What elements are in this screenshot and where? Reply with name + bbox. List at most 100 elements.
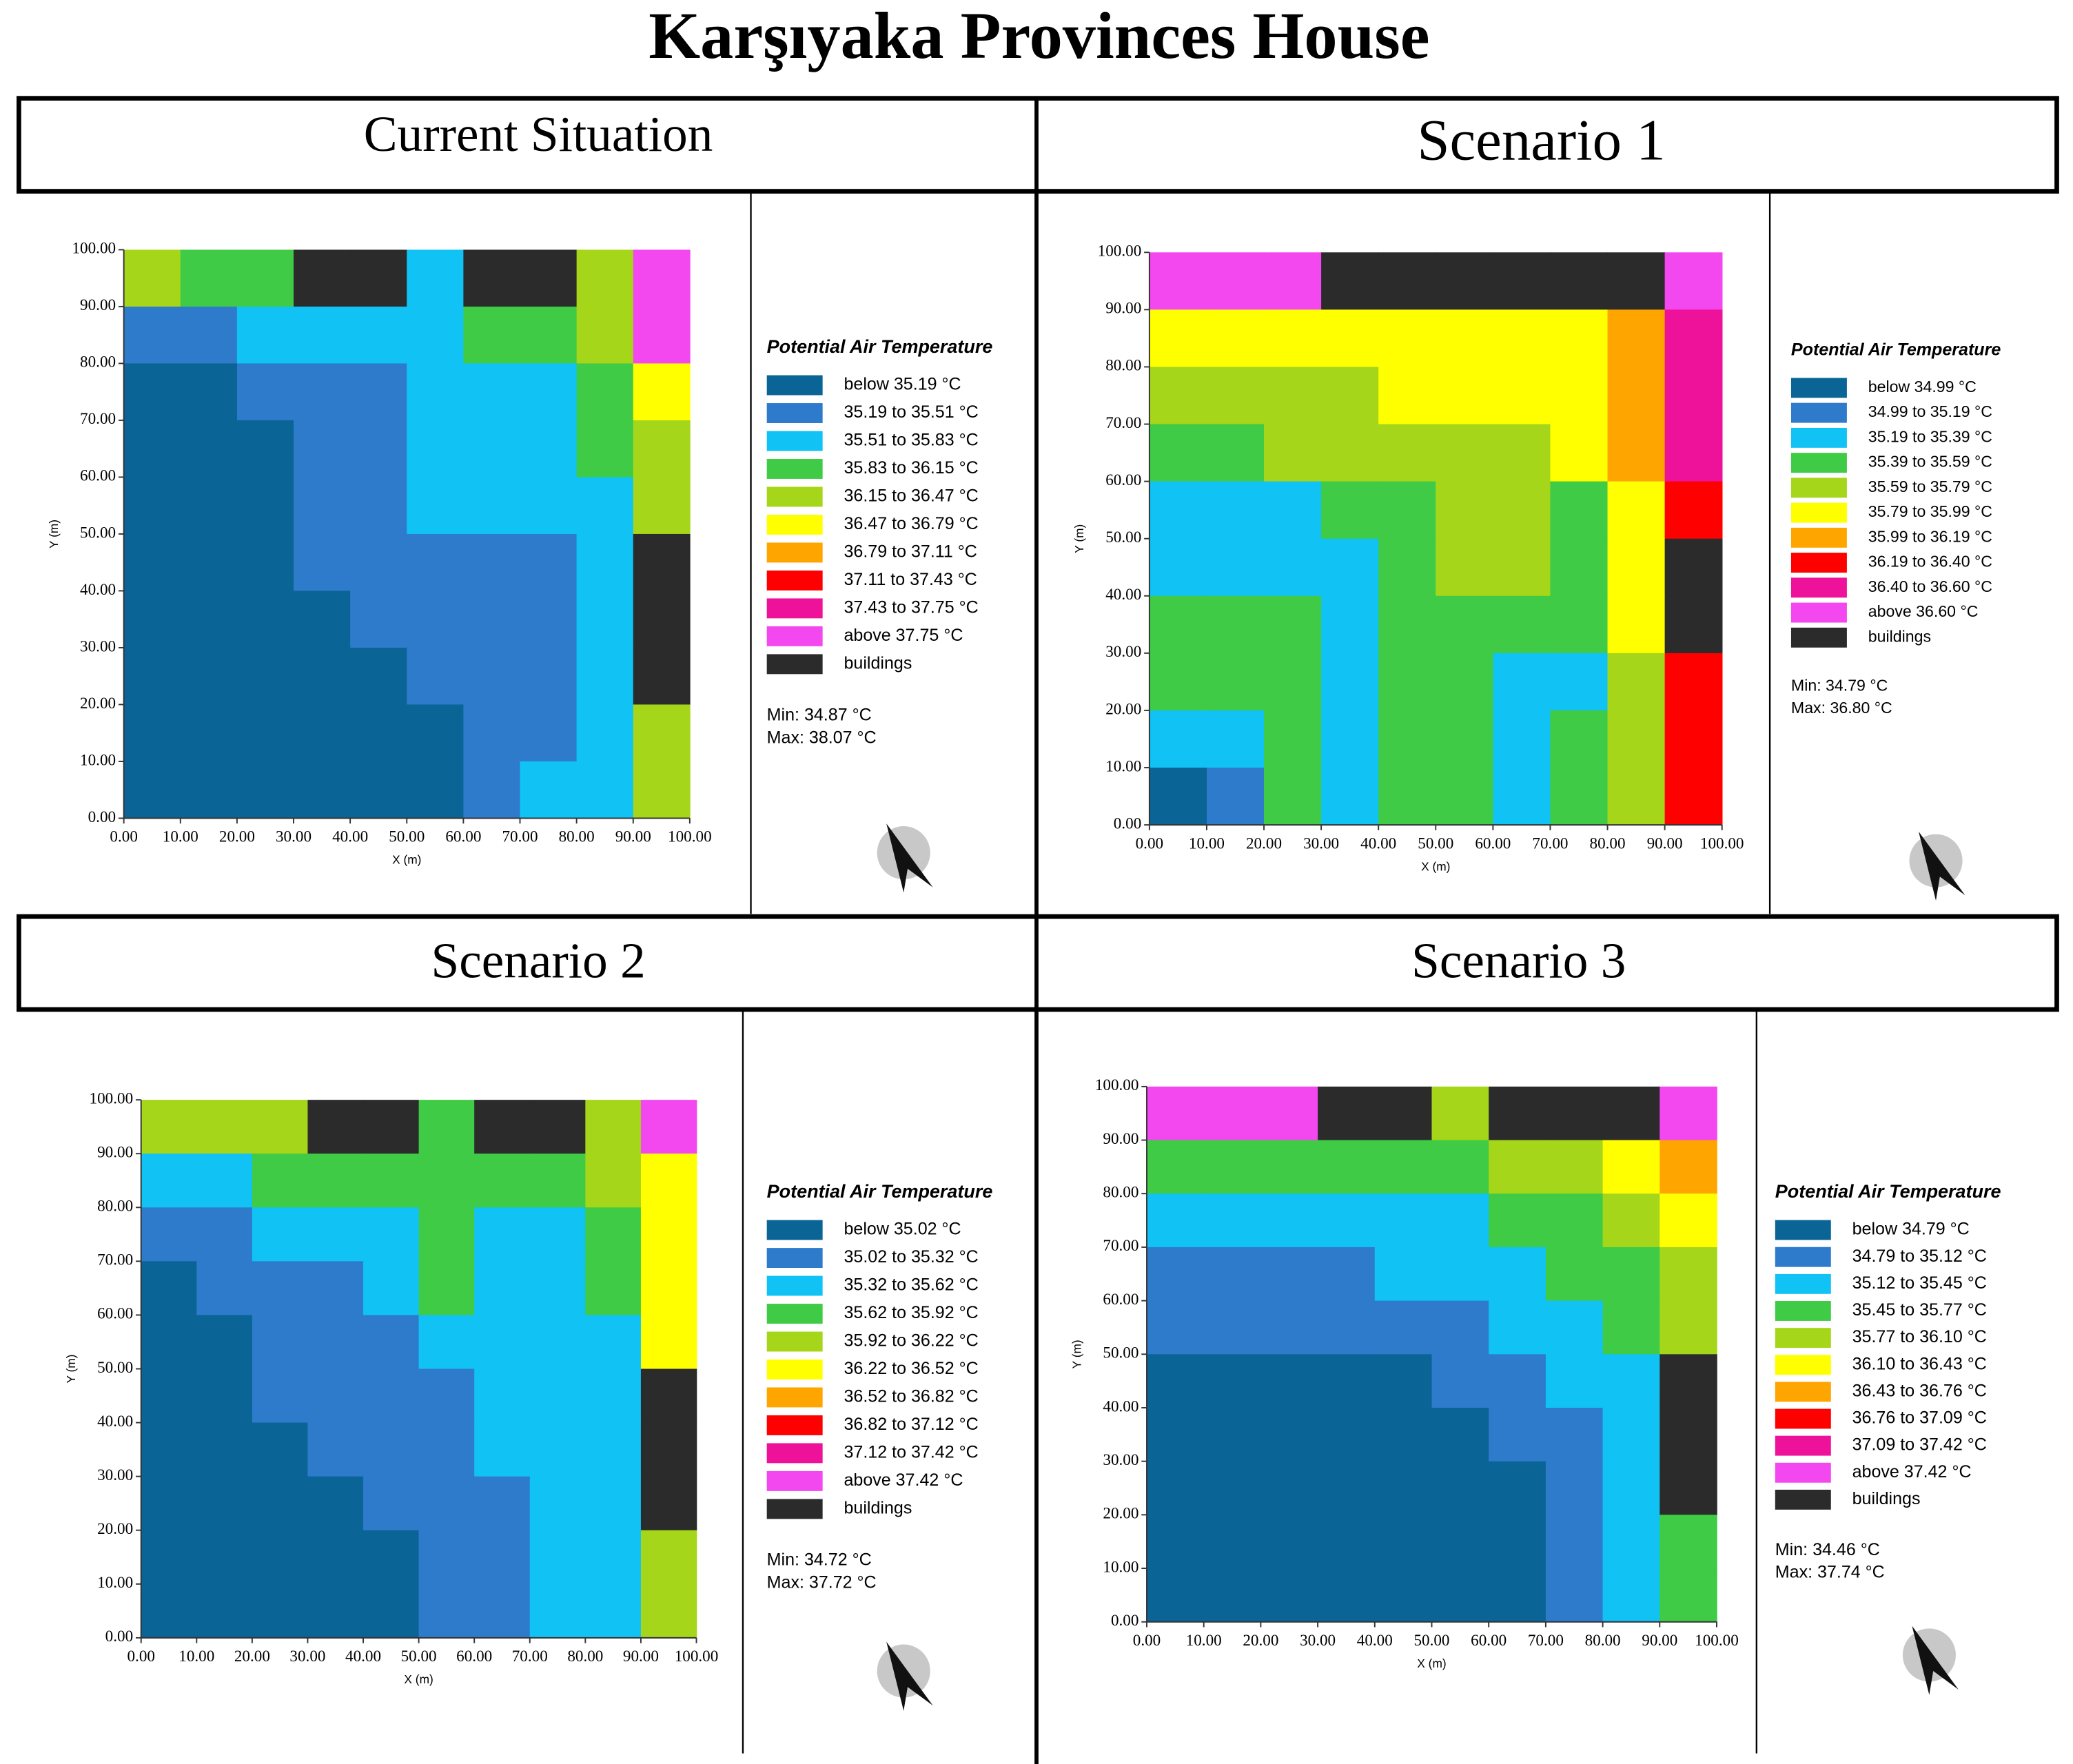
map-cell	[252, 1583, 309, 1639]
legend-label: above 37.42 °C	[1852, 1462, 1972, 1481]
map-cell	[1206, 595, 1265, 654]
map-cell	[1436, 653, 1494, 711]
x-tick-label: 0.00	[1133, 1632, 1161, 1650]
map-cell	[1550, 768, 1609, 825]
map-cell	[1264, 538, 1322, 597]
map-cell	[252, 1153, 309, 1209]
map-cell	[640, 1100, 697, 1154]
y-tick-label: 20.00	[1103, 1505, 1138, 1523]
min-label: Min: 34.46 °C	[1775, 1540, 1880, 1559]
map-cell	[1436, 595, 1494, 654]
map-cell	[1431, 1247, 1489, 1302]
map-cell	[474, 1530, 531, 1585]
map-cell	[633, 647, 691, 706]
map-cell	[1660, 1515, 1717, 1569]
map-cell	[1378, 710, 1437, 768]
map-cell	[1550, 309, 1609, 368]
legend-label: 35.92 to 36.22 °C	[844, 1331, 978, 1351]
map-cell	[633, 704, 691, 762]
map-cell	[1602, 1461, 1661, 1516]
x-tick-label: 80.00	[1590, 834, 1626, 852]
map-cell	[196, 1530, 253, 1585]
map-cell	[633, 477, 691, 535]
map-cell	[363, 1261, 420, 1316]
map-cell	[1493, 710, 1551, 768]
y-tick-label: 30.00	[1105, 643, 1141, 661]
map-cell	[252, 1368, 309, 1424]
legend-swatch	[1790, 553, 1847, 573]
map-cell	[633, 249, 691, 307]
x-tick-label: 10.00	[1189, 834, 1225, 852]
map-cell	[1321, 252, 1379, 311]
legend-swatch	[1790, 427, 1847, 448]
map-cell	[407, 420, 464, 478]
map-cell	[1545, 1461, 1604, 1516]
map-cell	[474, 1315, 531, 1370]
map-cell	[1149, 424, 1207, 482]
legend-title: Potential Air Temperature	[1775, 1181, 2001, 1202]
y-tick-label: 70.00	[80, 410, 116, 428]
legend-swatch	[766, 1443, 823, 1464]
map-cell	[123, 704, 181, 762]
x-tick-label: 0.00	[110, 828, 137, 846]
legend-swatch	[1775, 1328, 1831, 1348]
map-cell	[1321, 481, 1379, 540]
map-cell	[1260, 1354, 1318, 1408]
map-cell	[1318, 1140, 1376, 1195]
map-cell	[529, 1368, 586, 1424]
panel-title: Scenario 3	[1411, 932, 1626, 988]
x-tick-label: 0.00	[1136, 834, 1163, 852]
map-cell	[1378, 595, 1437, 654]
legend-title: Potential Air Temperature	[1791, 340, 2001, 360]
map-cell	[1545, 1515, 1604, 1569]
map-cell	[1264, 309, 1322, 368]
y-tick-label: 60.00	[80, 467, 116, 485]
map-cell	[123, 477, 181, 535]
x-tick-label: 10.00	[178, 1648, 214, 1665]
map-cell	[418, 1100, 475, 1154]
map-cell	[407, 704, 464, 762]
y-tick-label: 0.00	[1114, 814, 1141, 832]
compass-arrow	[1912, 1625, 1959, 1695]
map-cell	[196, 1153, 253, 1209]
map-cell	[1493, 768, 1551, 825]
legend-label: 36.82 to 37.12 °C	[844, 1415, 978, 1434]
map-cell	[1206, 309, 1265, 368]
legend-label: 35.51 to 35.83 °C	[844, 431, 978, 450]
y-tick-label: 70.00	[97, 1251, 133, 1269]
map-cell	[418, 1476, 475, 1531]
map-cell	[463, 704, 521, 762]
map-cell	[1147, 1300, 1205, 1355]
map-cell	[1374, 1407, 1433, 1462]
y-tick-label: 40.00	[1105, 586, 1141, 604]
legend-label: below 35.02 °C	[844, 1220, 961, 1239]
x-tick-label: 50.00	[1418, 834, 1453, 852]
map-cell	[1321, 768, 1379, 825]
map-cell	[1374, 1086, 1433, 1141]
map-cell	[294, 477, 351, 535]
map-cell	[1431, 1461, 1489, 1516]
map-cell	[350, 249, 408, 307]
map-cell	[1545, 1300, 1604, 1355]
map-cell	[474, 1422, 531, 1477]
panel-title: Scenario 1	[1417, 108, 1665, 173]
legend-label: 35.32 to 35.62 °C	[844, 1275, 978, 1295]
map-cell	[474, 1153, 531, 1209]
map-cell	[1660, 1300, 1717, 1355]
map-cell	[236, 363, 294, 421]
x-tick-label: 100.00	[1700, 834, 1744, 852]
map-cell	[1431, 1354, 1489, 1408]
legend-swatch	[1790, 602, 1847, 623]
map-cell	[1149, 768, 1207, 825]
map-cell	[252, 1315, 309, 1370]
legend-swatch	[1790, 402, 1847, 423]
map-cell	[1664, 481, 1723, 540]
map-cell	[1374, 1193, 1433, 1248]
map-cell	[1318, 1354, 1376, 1408]
x-tick-label: 70.00	[1528, 1632, 1564, 1650]
map-cell	[1318, 1568, 1376, 1623]
map-cell	[363, 1315, 420, 1370]
map-cell	[1602, 1568, 1661, 1623]
y-tick-label: 0.00	[105, 1628, 133, 1645]
x-tick-label: 60.00	[1475, 834, 1511, 852]
